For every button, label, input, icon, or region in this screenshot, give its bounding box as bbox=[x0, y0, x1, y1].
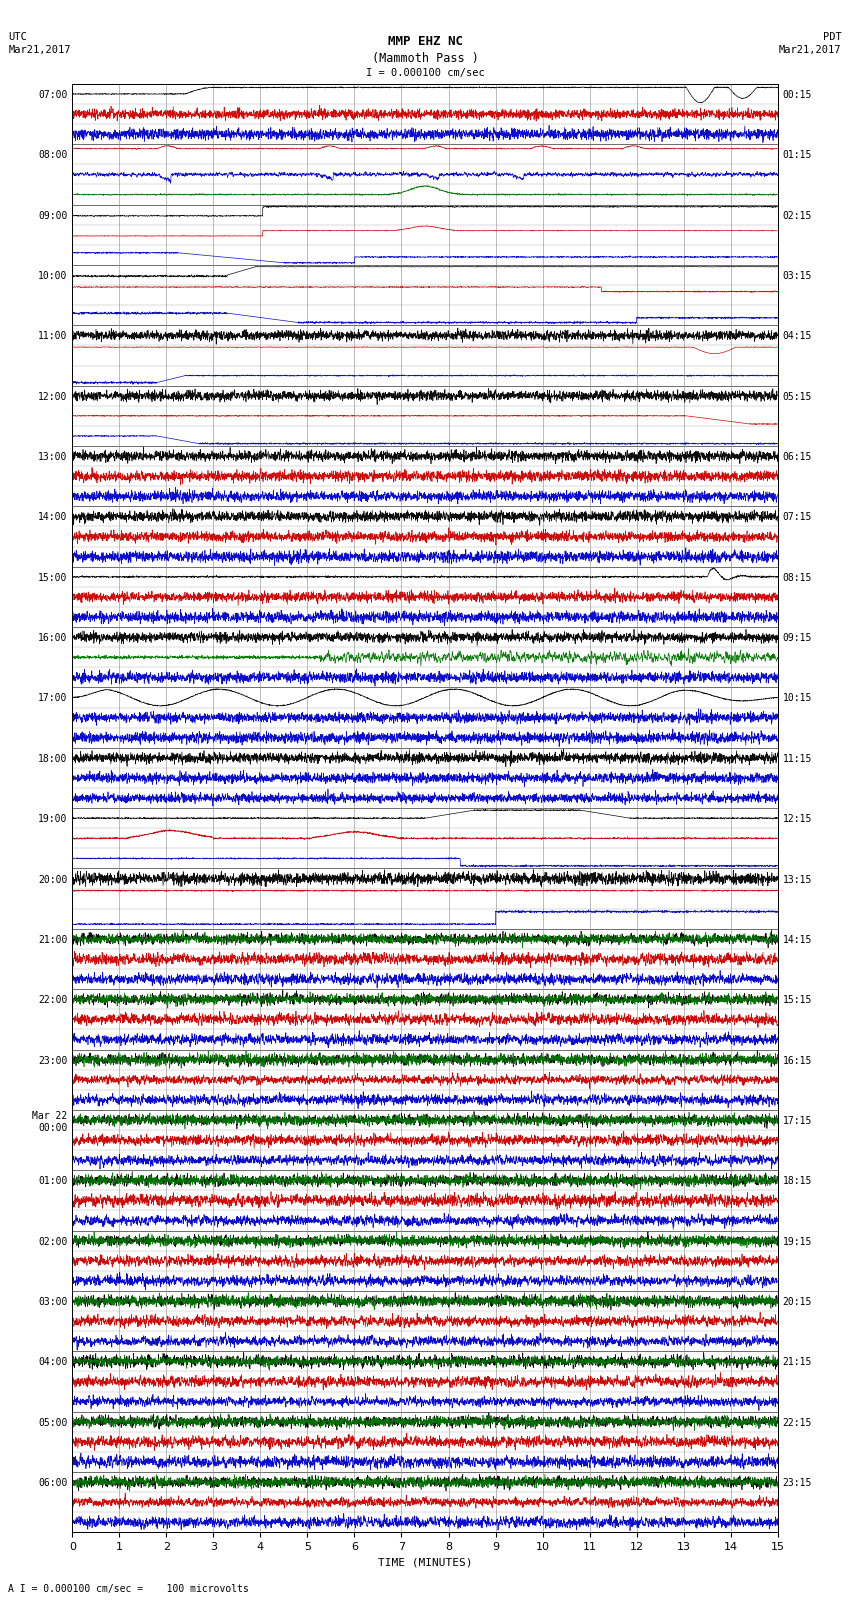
Text: Mar21,2017: Mar21,2017 bbox=[8, 45, 71, 55]
Text: (Mammoth Pass ): (Mammoth Pass ) bbox=[371, 52, 479, 65]
X-axis label: TIME (MINUTES): TIME (MINUTES) bbox=[377, 1558, 473, 1568]
Text: MMP EHZ NC: MMP EHZ NC bbox=[388, 35, 462, 48]
Text: I = 0.000100 cm/sec: I = 0.000100 cm/sec bbox=[366, 68, 484, 77]
Text: Mar21,2017: Mar21,2017 bbox=[779, 45, 842, 55]
Text: PDT: PDT bbox=[823, 32, 842, 42]
Text: A I = 0.000100 cm/sec =    100 microvolts: A I = 0.000100 cm/sec = 100 microvolts bbox=[8, 1584, 249, 1594]
Text: UTC: UTC bbox=[8, 32, 27, 42]
